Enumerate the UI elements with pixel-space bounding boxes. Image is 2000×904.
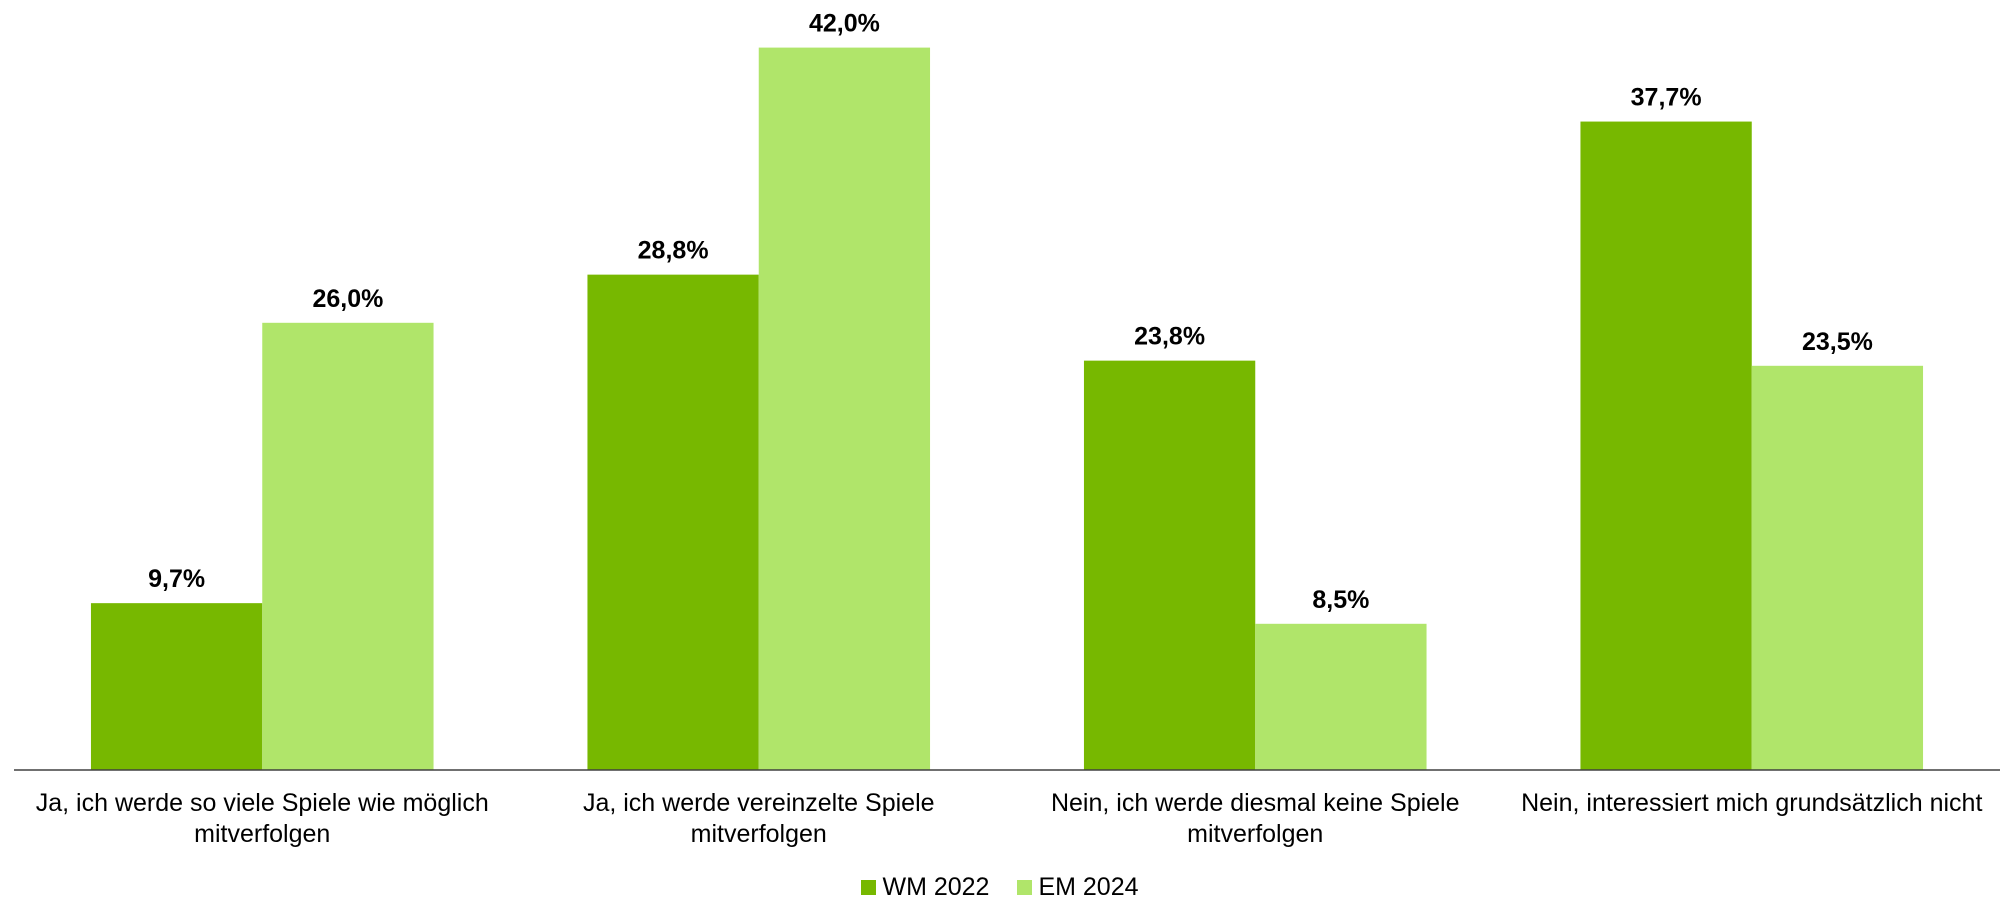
bar (1083, 360, 1256, 770)
legend-swatch (1017, 880, 1033, 895)
bar (90, 603, 263, 770)
value-label: 8,5% (1312, 586, 1369, 614)
legend-label: EM 2024 (1038, 873, 1139, 901)
value-label: 37,7% (1631, 84, 1702, 112)
value-label: 28,8% (638, 237, 709, 265)
bar (1751, 365, 1924, 770)
value-label: 9,7% (148, 565, 205, 593)
bar (758, 47, 931, 771)
legend-swatch (861, 880, 877, 895)
value-label: 42,0% (809, 10, 880, 38)
bar (1255, 623, 1427, 770)
x-tick-label: Ja, ich werde vereinzelte Spiele mitverf… (582, 789, 935, 848)
x-tick-label: Nein, interessiert mich grundsätzlich ni… (1521, 789, 1983, 817)
bar (587, 274, 759, 770)
legend: WM 2022 EM 2024 (0, 873, 2000, 902)
value-label: 23,5% (1802, 328, 1873, 356)
legend-item: WM 2022 (861, 873, 989, 902)
legend-label: WM 2022 (882, 873, 990, 901)
bar (1580, 121, 1752, 770)
x-tick-label: Ja, ich werde so viele Spiele wie möglic… (35, 789, 489, 848)
legend-item: EM 2024 (1017, 873, 1139, 902)
x-tick-label: Nein, ich werde diesmal keine Spiele mit… (1050, 789, 1460, 848)
bar (262, 322, 434, 770)
value-label: 26,0% (312, 285, 383, 313)
value-label: 23,8% (1134, 323, 1205, 351)
